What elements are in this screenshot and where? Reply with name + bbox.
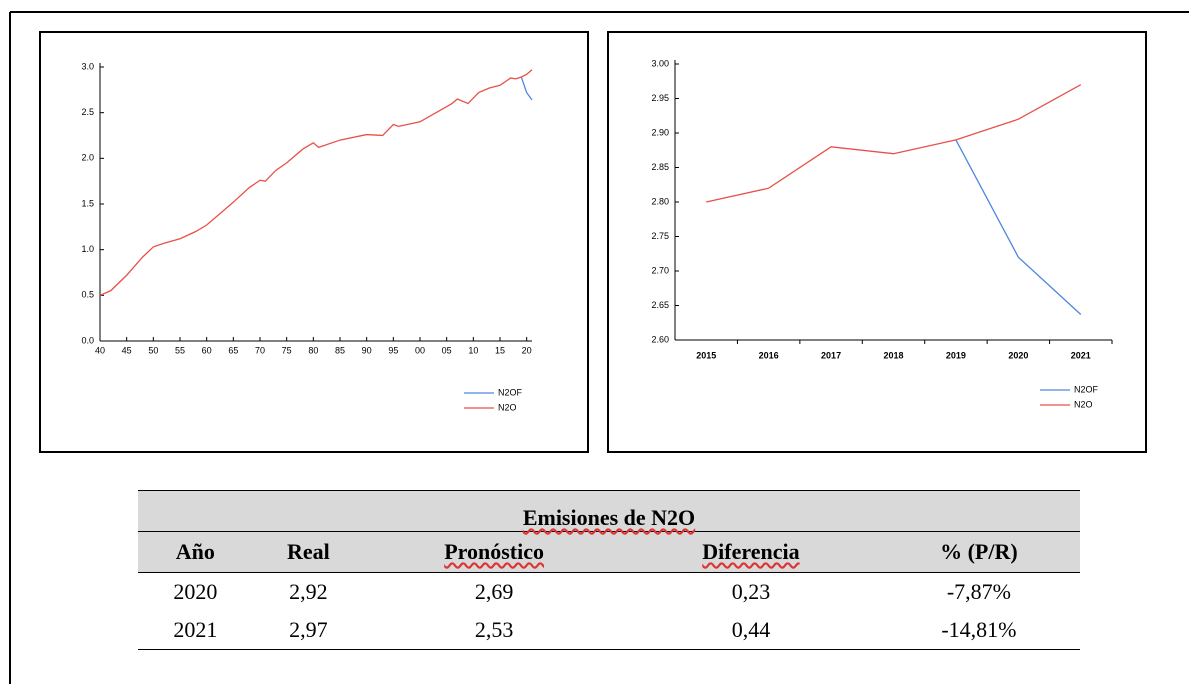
header-cell: Pronóstico <box>364 531 625 573</box>
x-tick-label: 05 <box>442 345 452 355</box>
forecast-table: Emisiones de N2O Año Real Pronóstico Difere… <box>138 490 1080 650</box>
y-tick-label: 3.00 <box>651 58 669 68</box>
x-tick-label: 80 <box>308 345 318 355</box>
table-cell: 2020 <box>173 579 218 604</box>
y-tick-label: 3.0 <box>81 61 94 71</box>
legend-label: N2O <box>498 402 517 412</box>
header-cell: % (P/R) <box>877 531 1080 573</box>
header-cell: Diferencia <box>624 531 878 573</box>
y-tick-label: 2.70 <box>651 265 669 275</box>
x-tick-label: 50 <box>148 345 158 355</box>
x-tick-label: 75 <box>282 345 292 355</box>
series-line <box>99 69 533 296</box>
table-cell: -14,81% <box>877 611 1080 650</box>
y-tick-label: 0.0 <box>81 335 94 345</box>
y-tick-label: 1.0 <box>81 244 94 254</box>
legend-label: N2O <box>1074 399 1093 409</box>
x-tick-label: 70 <box>255 345 265 355</box>
x-tick-label: 60 <box>202 345 212 355</box>
y-tick-label: 2.90 <box>651 127 669 137</box>
table-cell: 2,69 <box>474 579 514 604</box>
x-tick-label: 2018 <box>883 350 903 360</box>
table-cell: 2,92 <box>289 579 328 604</box>
table-title-text: Emisiones de N2O <box>522 505 696 530</box>
table-cell: 2,97 <box>252 611 365 650</box>
table-cell: 2,53 <box>364 611 625 650</box>
x-tick-label: 45 <box>122 345 132 355</box>
table-cell: 0,44 <box>624 611 878 650</box>
legend-label: N2OF <box>1074 384 1099 394</box>
x-tick-label: 90 <box>362 345 372 355</box>
table-cell: -7,87% <box>946 579 1011 604</box>
x-tick-label: 2016 <box>759 350 779 360</box>
table-title: Emisiones de N2O <box>138 490 1080 532</box>
chart-frame <box>39 31 589 453</box>
series-line <box>520 76 533 101</box>
header-text: % (P/R) <box>940 539 1018 564</box>
x-tick-label: 65 <box>228 345 238 355</box>
y-tick-label: 2.80 <box>651 196 669 206</box>
x-tick-label: 00 <box>415 345 425 355</box>
x-tick-label: 2020 <box>1008 350 1028 360</box>
y-tick-label: 2.5 <box>81 107 94 117</box>
header-text: Año <box>175 539 215 564</box>
y-tick-label: 2.75 <box>651 231 669 241</box>
series-line <box>706 84 1082 203</box>
header-cell: Real <box>252 531 365 573</box>
y-tick-label: 0.5 <box>81 290 94 300</box>
y-tick-label: 2.0 <box>81 153 94 163</box>
legend-label: N2OF <box>498 387 523 397</box>
header-text: Pronóstico <box>444 539 544 564</box>
table-row: 2020 2,92 2,69 0,23 -7,87% <box>138 573 1080 612</box>
y-tick-label: 2.95 <box>651 93 669 103</box>
y-tick-label: 2.85 <box>651 162 669 172</box>
x-tick-label: 95 <box>388 345 398 355</box>
y-tick-label: 2.60 <box>651 334 669 344</box>
chart-frame <box>607 31 1147 453</box>
y-tick-label: 2.65 <box>651 300 669 310</box>
header-text: Diferencia <box>702 539 800 564</box>
x-tick-label: 55 <box>175 345 185 355</box>
x-tick-label: 20 <box>522 345 532 355</box>
table-row: 2021 2,97 2,53 0,44 -14,81% <box>138 611 1080 650</box>
x-tick-label: 10 <box>468 345 478 355</box>
x-tick-label: 40 <box>95 345 105 355</box>
header-text: Real <box>286 539 330 564</box>
table-cell: 0,23 <box>731 579 771 604</box>
x-tick-label: 15 <box>495 345 505 355</box>
x-tick-label: 2015 <box>696 350 716 360</box>
x-tick-label: 85 <box>335 345 345 355</box>
x-tick-label: 2017 <box>821 350 841 360</box>
series-line <box>955 139 1082 315</box>
y-tick-label: 1.5 <box>81 198 94 208</box>
table-cell: 2021 <box>138 611 253 650</box>
x-tick-label: 2019 <box>946 350 966 360</box>
x-tick-label: 2021 <box>1071 350 1091 360</box>
header-cell: Año <box>138 531 253 573</box>
